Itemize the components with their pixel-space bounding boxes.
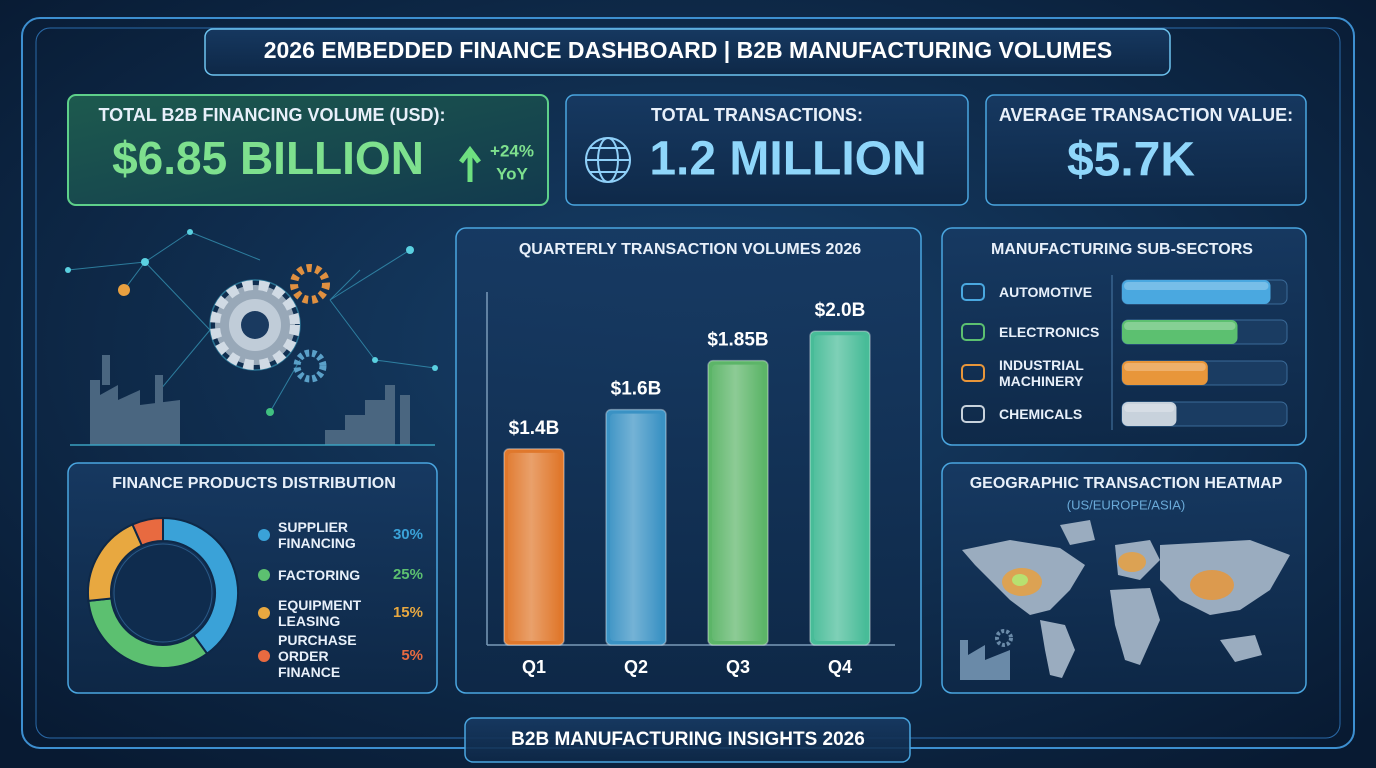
chart-title: QUARTERLY TRANSACTION VOLUMES 2026 bbox=[519, 241, 861, 258]
legend-value: 30% bbox=[393, 526, 423, 543]
kpi-label: TOTAL B2B FINANCING VOLUME (USD): bbox=[99, 105, 446, 125]
legend-swatch bbox=[258, 650, 270, 662]
heat-spot-europe bbox=[1118, 552, 1146, 572]
sector-icon bbox=[961, 323, 985, 341]
kpi-card bbox=[985, 94, 1307, 206]
x-tick-label: Q1 bbox=[522, 657, 546, 677]
bar-shine bbox=[814, 335, 866, 641]
sector-icon bbox=[961, 283, 985, 301]
legend-label: SUPPLIER FINANCING bbox=[278, 519, 356, 551]
hbar-shine bbox=[1124, 404, 1175, 412]
footer-bar bbox=[464, 717, 911, 763]
footer-text: B2B MANUFACTURING INSIGHTS 2026 bbox=[511, 729, 865, 750]
bar-shine bbox=[610, 413, 662, 641]
kpi-label: AVERAGE TRANSACTION VALUE: bbox=[999, 105, 1293, 125]
hbar bbox=[1122, 320, 1238, 344]
sector-label: ELECTRONICS bbox=[999, 324, 1100, 340]
kpi-value: 1.2 MILLION bbox=[649, 133, 926, 186]
dashboard-title: 2026 EMBEDDED FINANCE DASHBOARD | B2B MA… bbox=[264, 37, 1113, 63]
kpi-change-period: YoY bbox=[496, 164, 528, 183]
hbar bbox=[1122, 280, 1271, 304]
x-tick-label: Q2 bbox=[624, 657, 648, 677]
sector-icon bbox=[961, 405, 985, 423]
legend-value: 5% bbox=[401, 647, 423, 664]
legend-label: PURCHASE ORDER FINANCE bbox=[278, 632, 357, 680]
legend-label: FACTORING bbox=[278, 567, 361, 583]
industry-illustration bbox=[65, 229, 438, 446]
globe-icon bbox=[585, 137, 631, 183]
bar-value-label: $1.85B bbox=[707, 330, 768, 351]
heatmap-subtitle: (US/EUROPE/ASIA) bbox=[1067, 497, 1185, 512]
legend-value: 25% bbox=[393, 566, 423, 583]
x-tick-label: Q3 bbox=[726, 657, 750, 677]
sector-label: CHEMICALS bbox=[999, 406, 1083, 422]
hbar bbox=[1122, 402, 1177, 426]
donut-hole bbox=[113, 543, 213, 643]
sector-icon bbox=[961, 364, 985, 382]
chart-title: FINANCE PRODUCTS DISTRIBUTION bbox=[112, 475, 396, 492]
bar-value-label: $1.4B bbox=[509, 418, 560, 439]
hbar-shine bbox=[1124, 322, 1236, 330]
heat-spot-asia bbox=[1190, 570, 1234, 600]
bar-shine bbox=[712, 364, 764, 641]
bar-value-label: $2.0B bbox=[815, 300, 866, 321]
panel bbox=[941, 462, 1307, 694]
factory-icon bbox=[960, 629, 1013, 680]
hbar-shine bbox=[1124, 363, 1206, 371]
sector-label: INDUSTRIAL MACHINERY bbox=[999, 357, 1084, 389]
donut-segment bbox=[131, 516, 164, 547]
x-tick-label: Q4 bbox=[828, 657, 852, 677]
chart-title: MANUFACTURING SUB-SECTORS bbox=[991, 241, 1253, 258]
kpi-value: $5.7K bbox=[1067, 134, 1195, 187]
kpi-card bbox=[565, 94, 969, 206]
panel bbox=[455, 227, 922, 694]
heat-spot-us bbox=[1012, 574, 1028, 586]
kpi-card bbox=[67, 94, 549, 206]
donut-segment bbox=[162, 516, 239, 656]
kpi-value: $6.85 BILLION bbox=[112, 132, 424, 184]
sector-label: AUTOMOTIVE bbox=[999, 284, 1093, 300]
bar-shine bbox=[508, 452, 560, 641]
legend-value: 15% bbox=[393, 604, 423, 621]
heatmap-title: GEOGRAPHIC TRANSACTION HEATMAP bbox=[970, 475, 1283, 492]
legend-swatch bbox=[258, 569, 270, 581]
hbar bbox=[1122, 361, 1208, 385]
kpi-change: +24% bbox=[490, 141, 534, 160]
hbar-shine bbox=[1124, 282, 1269, 290]
kpi-label: TOTAL TRANSACTIONS: bbox=[651, 105, 863, 125]
legend-swatch bbox=[258, 607, 270, 619]
bar-value-label: $1.6B bbox=[611, 379, 662, 400]
header-bar bbox=[204, 28, 1171, 76]
legend-swatch bbox=[258, 529, 270, 541]
legend-label: EQUIPMENT LEASING bbox=[278, 597, 362, 629]
up-arrow-icon bbox=[459, 145, 481, 182]
